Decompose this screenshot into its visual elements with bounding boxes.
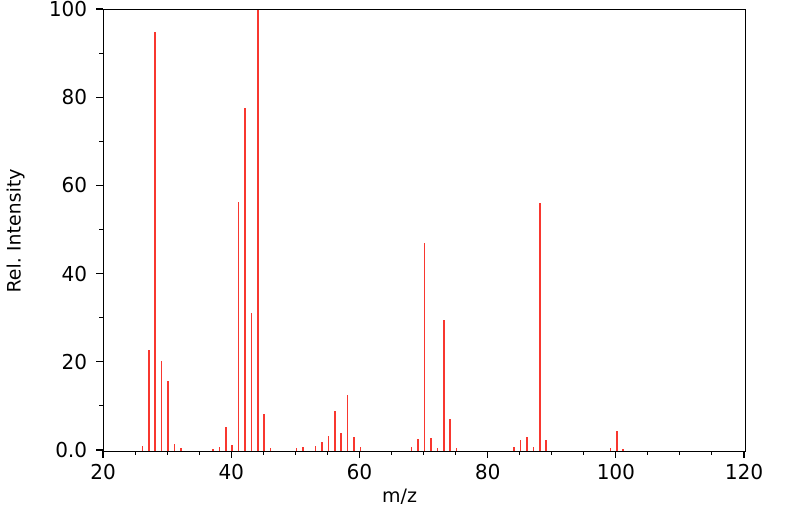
y-axis-tick-label: 40 [61, 261, 87, 286]
spectrum-peak [244, 107, 246, 451]
x-axis-title: m/z [382, 485, 417, 507]
spectrum-peak [301, 447, 304, 451]
x-axis-tick-label: 80 [474, 460, 501, 484]
x-axis-minor-tick [422, 451, 425, 455]
spectrum-peak [327, 436, 330, 451]
y-axis-tick-label: 0.0 [55, 438, 87, 462]
spectrum-peak [295, 448, 298, 451]
x-axis-tick-label: 40 [218, 460, 244, 484]
spectrum-peak [250, 312, 253, 451]
y-axis-tick [96, 96, 103, 98]
y-axis-tick-label: 20 [61, 349, 87, 374]
spectrum-peak [218, 446, 221, 451]
x-axis-tick-label: 120 [724, 460, 764, 484]
x-axis-minor-tick [711, 451, 713, 455]
spectrum-peak [141, 445, 144, 451]
spectrum-peak [231, 445, 233, 451]
y-axis-title-container: Rel. Intensity [0, 0, 30, 460]
spectrum-peak [237, 201, 240, 451]
spectrum-peak [269, 447, 272, 451]
spectrum-peak [148, 349, 150, 451]
x-axis-minor-tick [455, 451, 457, 455]
spectrum-peak [173, 444, 176, 451]
spectrum-peak [526, 436, 528, 451]
y-axis-tick [96, 272, 103, 275]
x-axis-tick [102, 451, 104, 458]
x-axis-tick-label: 60 [346, 460, 373, 484]
spectrum-peak [519, 440, 522, 451]
y-axis-minor-tick [99, 405, 103, 407]
spectrum-peak [314, 445, 317, 451]
spectrum-peak [436, 447, 439, 451]
y-axis-tick [96, 184, 103, 187]
spectrum-peak [442, 320, 445, 451]
x-axis-minor-tick [519, 451, 521, 455]
spectrum-peak [263, 413, 266, 451]
y-axis-minor-tick [99, 317, 103, 319]
y-axis-title: Rel. Intensity [3, 167, 26, 293]
x-axis-tick [486, 451, 489, 458]
spectrum-peak [257, 10, 259, 451]
spectrum-peak [180, 447, 182, 451]
y-axis-tick-label: 100 [48, 0, 87, 21]
x-axis-tick [743, 451, 745, 458]
spectrum-peak [622, 448, 624, 451]
y-axis-tick-label: 80 [61, 85, 87, 110]
y-axis-minor-tick [99, 140, 103, 142]
x-axis-minor-tick [390, 451, 392, 455]
spectrum-peak [340, 433, 342, 451]
x-axis-minor-tick [679, 451, 681, 455]
y-axis-minor-tick [99, 228, 103, 231]
spectrum-peak [212, 448, 214, 451]
spectrum-peaks [104, 10, 745, 451]
plot-area [103, 9, 746, 452]
x-axis-tick [230, 451, 232, 458]
x-axis-minor-tick [294, 451, 296, 455]
spectrum-peak [353, 436, 355, 451]
spectrum-peak [224, 426, 227, 451]
spectrum-peak [160, 361, 163, 451]
y-axis-tick [96, 449, 103, 451]
spectrum-peak [616, 430, 618, 451]
spectrum-peak [359, 447, 362, 451]
x-axis-minor-tick [647, 451, 649, 455]
spectrum-peak [545, 439, 548, 451]
spectrum-peak [417, 438, 419, 451]
spectrum-peak [609, 448, 612, 451]
spectrum-peak [513, 447, 516, 451]
x-axis-minor-tick [262, 451, 264, 455]
x-axis-tick-label: 100 [596, 460, 635, 484]
spectrum-peak [539, 202, 541, 451]
x-axis-tick [615, 451, 617, 458]
y-axis-tick-label: 60 [61, 173, 87, 198]
x-axis-minor-tick [583, 451, 585, 455]
spectrum-peak [410, 447, 413, 451]
spectrum-peak [333, 411, 336, 451]
x-axis-tick-label: 20 [90, 460, 116, 484]
spectrum-peak [449, 418, 451, 451]
spectrum-peak [430, 437, 432, 451]
y-axis-tick [96, 8, 103, 10]
spectrum-peak [532, 446, 535, 451]
spectrum-peak [346, 395, 349, 451]
x-axis-minor-tick [166, 451, 168, 455]
spectrum-peak [154, 32, 157, 451]
x-axis-tick [358, 451, 361, 458]
x-axis-minor-tick [198, 451, 200, 455]
spectrum-peak [455, 448, 458, 451]
x-axis-minor-tick [134, 451, 136, 455]
x-axis-minor-tick [326, 451, 328, 455]
x-axis-minor-tick [551, 451, 553, 455]
spectrum-peak [167, 381, 169, 451]
y-axis-minor-tick [99, 52, 103, 54]
y-axis-tick [96, 361, 103, 363]
spectrum-peak [423, 242, 426, 451]
spectrum-peak [321, 441, 323, 451]
